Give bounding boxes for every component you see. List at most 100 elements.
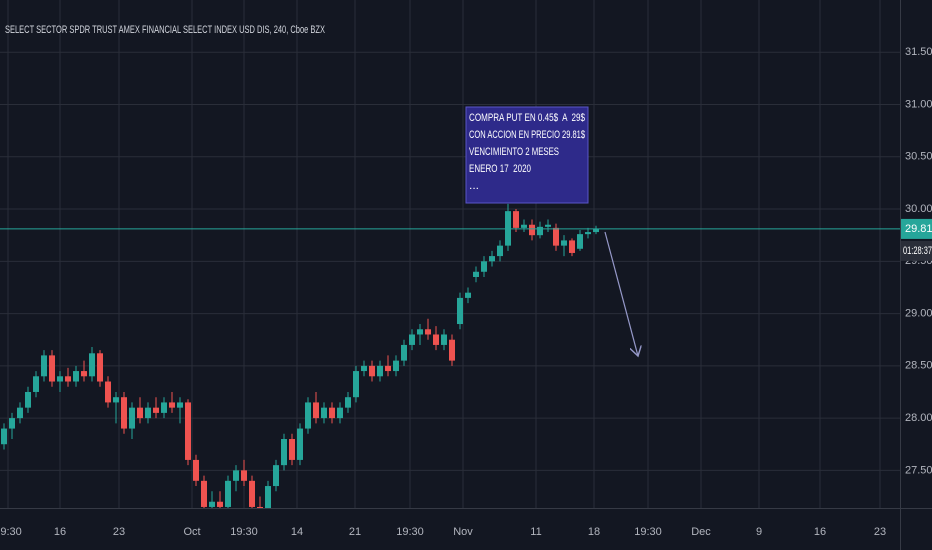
candle-body xyxy=(465,292,471,298)
candle-body xyxy=(489,256,495,262)
candle-body xyxy=(417,329,423,335)
x-tick-label: 23 xyxy=(874,526,886,538)
candle-body xyxy=(329,407,335,419)
candle-body xyxy=(97,353,103,382)
candle-body xyxy=(425,329,431,335)
countdown-label: 01:28:37 xyxy=(903,245,932,257)
candle-body xyxy=(449,339,455,361)
y-tick-label: 31.50 xyxy=(905,46,932,58)
y-tick-label: 29.00 xyxy=(905,307,932,319)
candle-body xyxy=(377,365,383,377)
candle-body xyxy=(473,271,479,277)
candle-body xyxy=(153,407,159,413)
candle-body xyxy=(137,407,143,419)
annotation-line: ENERO 17 2020 xyxy=(469,163,531,175)
price-tag-label: 29.81 xyxy=(905,223,932,235)
candle-body xyxy=(337,407,343,419)
candle-body xyxy=(369,365,375,377)
candle-body xyxy=(81,371,87,377)
y-tick-label: 28.50 xyxy=(905,360,932,372)
candle-body xyxy=(257,506,263,508)
annotation-line: VENCIMIENTO 2 MESES xyxy=(469,146,559,158)
candle-body xyxy=(105,381,111,403)
candle-body xyxy=(345,397,351,408)
candle-body xyxy=(169,402,175,408)
y-tick-label: 27.50 xyxy=(905,464,932,476)
candle-body xyxy=(9,418,15,429)
chart-title: SELECT SECTOR SPDR TRUST AMEX FINANCIAL … xyxy=(5,24,325,36)
candle-body xyxy=(553,227,559,246)
candle-body xyxy=(313,402,319,419)
x-tick-label: 9 xyxy=(756,526,762,538)
y-tick-label: 30.00 xyxy=(905,203,932,215)
x-tick-label: Dec xyxy=(691,526,711,538)
annotation-line: CON ACCION EN PRECIO 29.81$ xyxy=(469,129,585,141)
candle-body xyxy=(161,402,167,413)
candle-body xyxy=(401,344,407,361)
candle-body xyxy=(521,224,527,228)
x-tick-label: Nov xyxy=(453,526,473,538)
candle-body xyxy=(65,376,71,382)
candle-body xyxy=(289,439,295,460)
candle-body xyxy=(537,226,543,236)
candle-body xyxy=(225,480,231,507)
candle-body xyxy=(577,234,583,249)
candle-body xyxy=(497,245,503,257)
y-tick-label: 28.00 xyxy=(905,412,932,424)
candle-body xyxy=(305,402,311,429)
candle-body xyxy=(73,371,79,382)
x-tick-label: 16 xyxy=(54,526,66,538)
candle-body xyxy=(561,240,567,246)
x-tick-label: 19:30 xyxy=(0,526,22,538)
candle-body xyxy=(145,407,151,419)
candle-body xyxy=(193,459,199,481)
candle-body xyxy=(505,211,511,246)
grid xyxy=(0,0,900,508)
candle-body xyxy=(481,261,487,272)
x-tick-label: 19:30 xyxy=(396,526,424,538)
candle-body xyxy=(41,355,47,377)
candle-body xyxy=(321,407,327,419)
candle-body xyxy=(17,407,23,419)
y-tick-label: 30.50 xyxy=(905,151,932,163)
candle-body xyxy=(529,224,535,236)
candle-body xyxy=(121,397,127,429)
x-tick-label: Oct xyxy=(183,526,200,538)
candle-body xyxy=(1,428,7,445)
candle-body xyxy=(441,334,447,345)
x-tick-label: 21 xyxy=(349,526,361,538)
candle-body xyxy=(177,402,183,408)
x-tick-label: 11 xyxy=(530,526,541,538)
candle-body xyxy=(249,480,255,507)
x-tick-label: 23 xyxy=(113,526,125,538)
x-tick-label: 19:30 xyxy=(230,526,258,538)
arrow xyxy=(604,231,638,356)
candle-body xyxy=(281,439,287,466)
annotation-line: ... xyxy=(469,180,479,192)
candle-body xyxy=(209,501,215,507)
candle-body xyxy=(233,470,239,481)
candle-body xyxy=(49,355,55,382)
candle-body xyxy=(185,402,191,460)
candle-body xyxy=(201,480,207,507)
candle-body xyxy=(409,334,415,345)
candle-body xyxy=(57,376,63,382)
candle-body xyxy=(89,353,95,377)
annotation-box xyxy=(465,106,589,204)
candle-body xyxy=(457,297,463,325)
x-tick-label: 18 xyxy=(588,526,600,538)
candle-body xyxy=(113,397,119,403)
x-tick-label: 14 xyxy=(291,526,303,538)
candle-body xyxy=(273,465,279,487)
candle-body xyxy=(545,224,551,227)
candle-body xyxy=(593,228,599,233)
candle-body xyxy=(297,428,303,460)
candle-body xyxy=(585,232,591,235)
candle-body xyxy=(265,486,271,508)
candle-body xyxy=(353,371,359,398)
candle-body xyxy=(361,365,367,372)
x-tick-label: 19:30 xyxy=(634,526,662,538)
candle-body xyxy=(217,501,223,507)
